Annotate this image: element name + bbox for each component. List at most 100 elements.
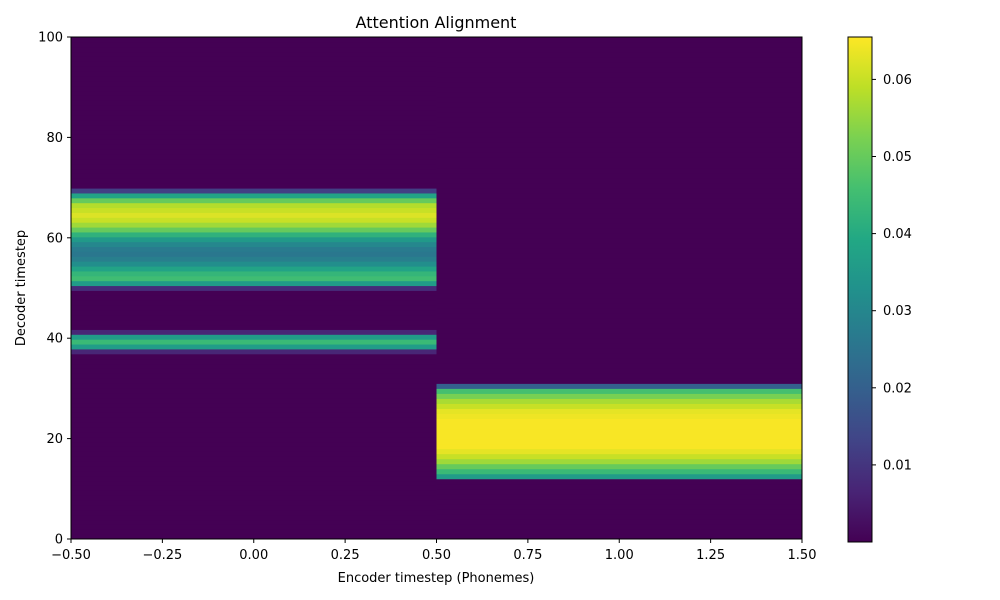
heatmap-cell: [436, 152, 803, 158]
heatmap-cell: [71, 446, 437, 452]
heatmap-cell: [436, 62, 803, 68]
heatmap-cell: [436, 353, 803, 359]
heatmap-cell: [436, 453, 803, 460]
heatmap-cell: [71, 212, 437, 218]
colorbar-axis: 0.01 0.02 0.03 0.04 0.05 0.06: [872, 73, 912, 473]
heatmap-cell: [71, 412, 437, 418]
heatmap-cell: [71, 95, 437, 101]
heatmap-cell: [436, 172, 803, 179]
heatmap-cell: [436, 157, 803, 163]
heatmap-cell: [436, 403, 803, 409]
heatmap-cell: [436, 308, 803, 314]
heatmap-cell: [71, 402, 437, 408]
heatmap-cell: [436, 358, 803, 364]
heatmap-cell: [436, 443, 803, 450]
heatmap-cell: [436, 107, 803, 113]
heatmap-cell: [71, 314, 437, 321]
x-tick-label: 0.75: [513, 548, 542, 563]
heatmap-cell: [71, 456, 437, 462]
heatmap-cell: [71, 309, 437, 316]
heatmap-cell: [436, 162, 803, 169]
heatmap-cell: [71, 129, 437, 135]
heatmap-cell: [71, 251, 437, 257]
heatmap-cell: [436, 418, 803, 425]
x-tick-label: 1.50: [788, 548, 817, 563]
heatmap-cell: [71, 66, 437, 72]
heatmap-cell: [71, 241, 437, 248]
heatmap-cell: [71, 207, 437, 213]
heatmap-cell: [436, 117, 803, 123]
heatmap-cell: [436, 182, 803, 189]
heatmap-cell: [71, 222, 437, 228]
heatmap-cell: [436, 252, 803, 259]
heatmap-cell: [436, 42, 803, 48]
heatmap-cell: [436, 328, 803, 334]
heatmap-cell: [71, 534, 437, 540]
heatmap-cell: [71, 500, 437, 506]
heatmap-cell: [71, 80, 437, 87]
heatmap-cell: [71, 158, 437, 165]
heatmap-cell: [71, 85, 437, 92]
heatmap-cell: [71, 383, 437, 389]
heatmap-cell: [71, 334, 437, 340]
heatmap-cell: [436, 277, 803, 284]
heatmap-cell: [436, 272, 803, 279]
heatmap-cell: [71, 353, 437, 360]
heatmap-cell: [71, 41, 437, 48]
colorbar-tick-label: 0.03: [883, 304, 912, 319]
heatmap-cell: [71, 387, 437, 394]
y-tick-label: 100: [38, 31, 63, 46]
colorbar: [847, 36, 873, 543]
heatmap-cell: [436, 72, 803, 78]
x-tick-label: 0.25: [331, 548, 360, 563]
heatmap-cell: [436, 478, 803, 485]
heatmap-cell: [71, 61, 437, 67]
heatmap-cell: [71, 270, 437, 277]
heatmap-cell: [71, 139, 437, 145]
heatmap-cell: [436, 177, 803, 184]
chart-title: Attention Alignment: [356, 13, 517, 32]
heatmap-cell: [71, 348, 437, 355]
heatmap-cell: [71, 436, 437, 443]
heatmap-cell: [436, 288, 803, 294]
heatmap-cell: [436, 47, 803, 53]
heatmap-cell: [71, 305, 437, 311]
heatmap-cell: [71, 163, 437, 170]
heatmap-cell: [436, 257, 803, 264]
heatmap-cell: [436, 368, 803, 374]
heatmap-cell: [436, 237, 803, 244]
heatmap-cell: [71, 344, 437, 350]
heatmap-cell: [71, 441, 437, 447]
colorbar-tick-label: 0.05: [883, 150, 912, 165]
heatmap-cell: [436, 393, 803, 399]
heatmap-cell: [71, 168, 437, 174]
heatmap-cell: [71, 110, 437, 116]
heatmap-cell: [71, 197, 437, 204]
x-axis: −0.50 −0.25 0.00 0.25 0.50 0.75 1.00 1.25 1.50: [51, 539, 816, 563]
heatmap-cell: [436, 67, 803, 73]
heatmap-cell: [436, 87, 803, 93]
heatmap-cell: [436, 323, 803, 329]
heatmap-cell: [436, 192, 803, 199]
heatmap-cell: [71, 324, 437, 330]
heatmap-cell: [71, 519, 437, 525]
heatmap-cell: [71, 192, 437, 199]
heatmap-cell: [436, 373, 803, 379]
heatmap-cell: [71, 431, 437, 438]
heatmap-cell: [436, 438, 803, 445]
heatmap-cell: [436, 408, 803, 414]
heatmap-cell: [71, 71, 437, 77]
heatmap-cell: [436, 343, 803, 349]
heatmap-cell: [71, 514, 437, 521]
heatmap-cell: [71, 90, 437, 96]
y-axis-label: Decoder timestep: [14, 230, 29, 346]
heatmap-cell: [71, 153, 437, 160]
heatmap-cell: [436, 463, 803, 470]
heatmap-cell: [436, 142, 803, 148]
heatmap-cell: [71, 37, 437, 43]
heatmap-cell: [71, 465, 437, 472]
y-tick-label: 40: [46, 332, 63, 347]
heatmap-cell: [71, 470, 437, 477]
heatmap-cell: [71, 417, 437, 423]
heatmap-cell: [436, 57, 803, 63]
